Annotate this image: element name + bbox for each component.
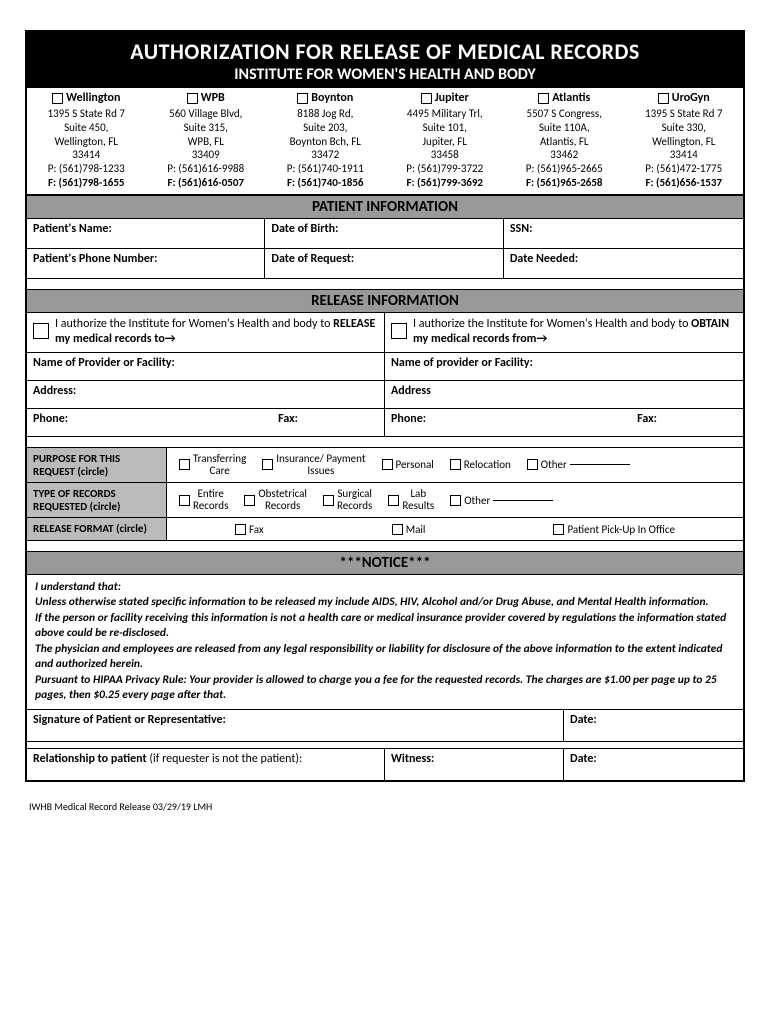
option-checkbox[interactable]: Fax <box>235 523 264 536</box>
option-checkbox[interactable]: EntireRecords <box>179 488 228 512</box>
location-wpb: WPB560 Village Blvd,Suite 315,WPB, FL334… <box>147 88 267 194</box>
patient-row-1: Patient's Name: Date of Birth: SSN: <box>27 219 743 249</box>
request-date-field[interactable]: Date of Request: <box>265 249 503 278</box>
gap <box>27 437 743 447</box>
date2-field[interactable]: Date: <box>564 749 743 780</box>
checkbox-icon <box>450 495 461 506</box>
ssn-field[interactable]: SSN: <box>504 219 743 248</box>
records-row: TYPE OF RECORDS REQUESTED (circle) Entir… <box>27 483 743 518</box>
location-wellington: Wellington1395 S State Rd 7Suite 450,Wel… <box>27 88 147 194</box>
notice-p1: Unless otherwise stated specific informa… <box>35 595 735 611</box>
provider-phonefax-1[interactable]: Phone:Fax: <box>27 409 385 437</box>
option-checkbox[interactable]: Other <box>450 494 553 507</box>
sig-row-2: Relationship to patient (if requester is… <box>27 748 743 780</box>
provider-addr-1[interactable]: Address: <box>27 381 385 409</box>
provider-name-2[interactable]: Name of provider or Facility: <box>385 353 743 381</box>
provider-addr-2[interactable]: Address <box>385 381 743 409</box>
location-checkbox[interactable] <box>538 93 549 104</box>
location-jupiter: Jupiter4495 Military Trl,Suite 101,Jupit… <box>386 88 506 194</box>
provider-name-1[interactable]: Name of Provider or Facility: <box>27 353 385 381</box>
patient-name-field[interactable]: Patient's Name: <box>27 219 265 248</box>
checkbox-icon <box>382 459 393 470</box>
notice-body: I understand that: Unless otherwise stat… <box>27 575 743 710</box>
obtain-checkbox[interactable] <box>391 323 407 339</box>
notice-p4: Pursuant to HIPAA Privacy Rule: Your pro… <box>35 673 735 704</box>
relationship-field[interactable]: Relationship to patient (if requester is… <box>27 749 385 780</box>
location-checkbox[interactable] <box>421 93 432 104</box>
auth-obtain-cell: I authorize the Institute for Women's He… <box>385 313 743 353</box>
phone-field[interactable]: Patient's Phone Number: <box>27 249 265 278</box>
release-text: I authorize the Institute for Women's He… <box>55 317 378 348</box>
location-checkbox[interactable] <box>297 93 308 104</box>
release-checkbox[interactable] <box>33 323 49 339</box>
needed-date-field[interactable]: Date Needed: <box>504 249 743 278</box>
option-checkbox[interactable]: Patient Pick-Up In Office <box>553 523 675 536</box>
checkbox-icon <box>388 495 399 506</box>
provider-addr-row: Address: Address <box>27 381 743 409</box>
records-label: TYPE OF RECORDS REQUESTED (circle) <box>27 483 167 517</box>
sig-row-1: Signature of Patient or Representative: … <box>27 710 743 742</box>
dob-field[interactable]: Date of Birth: <box>265 219 503 248</box>
signature-field[interactable]: Signature of Patient or Representative: <box>27 710 564 741</box>
sig-date-field[interactable]: Date: <box>564 710 743 741</box>
option-checkbox[interactable]: ObstetricalRecords <box>244 488 307 512</box>
obtain-text: I authorize the Institute for Women's He… <box>413 317 737 348</box>
form-header: AUTHORIZATION FOR RELEASE OF MEDICAL REC… <box>27 32 743 88</box>
checkbox-icon <box>244 495 255 506</box>
witness-field[interactable]: Witness: <box>385 749 564 780</box>
format-opts: Fax Mail Patient Pick-Up In Office <box>167 518 743 539</box>
form-title: AUTHORIZATION FOR RELEASE OF MEDICAL REC… <box>27 38 743 65</box>
location-checkbox[interactable] <box>658 93 669 104</box>
form-page: AUTHORIZATION FOR RELEASE OF MEDICAL REC… <box>25 30 745 782</box>
option-checkbox[interactable]: Mail <box>392 523 426 536</box>
gap <box>27 541 743 551</box>
notice-p3: The physician and employees are released… <box>35 642 735 673</box>
checkbox-icon <box>179 459 190 470</box>
checkbox-icon <box>450 459 461 470</box>
location-checkbox[interactable] <box>187 93 198 104</box>
auth-release-cell: I authorize the Institute for Women's He… <box>27 313 385 353</box>
checkbox-icon <box>262 459 273 470</box>
option-checkbox[interactable]: TransferringCare <box>179 453 246 477</box>
footer-text: IWHB Medical Record Release 03/29/19 LMH <box>25 782 745 813</box>
checkbox-icon <box>392 524 403 535</box>
notice-header: ***NOTICE*** <box>27 551 743 575</box>
checkbox-icon <box>553 524 564 535</box>
checkbox-icon <box>527 459 538 470</box>
form-subtitle: INSTITUTE FOR WOMEN'S HEALTH AND BODY <box>27 65 743 84</box>
provider-phonefax-2[interactable]: Phone:Fax: <box>385 409 743 437</box>
purpose-opts: TransferringCare Insurance/ PaymentIssues… <box>167 448 743 482</box>
location-urogyn: UroGyn1395 S State Rd 7Suite 330,Welling… <box>625 88 744 194</box>
checkbox-icon <box>323 495 334 506</box>
provider-phone-row: Phone:Fax: Phone:Fax: <box>27 409 743 437</box>
location-boynton: Boynton8188 Jog Rd,Suite 203,Boynton Bch… <box>266 88 386 194</box>
option-checkbox[interactable]: Other <box>527 458 630 471</box>
provider-name-row: Name of Provider or Facility: Name of pr… <box>27 353 743 381</box>
auth-row: I authorize the Institute for Women's He… <box>27 313 743 353</box>
locations-row: Wellington1395 S State Rd 7Suite 450,Wel… <box>27 88 743 195</box>
format-row: RELEASE FORMAT (circle) Fax Mail Patient P… <box>27 518 743 540</box>
option-checkbox[interactable]: LabResults <box>388 488 434 512</box>
notice-p2: If the person or facility receiving this… <box>35 611 735 642</box>
option-checkbox[interactable]: Insurance/ PaymentIssues <box>262 453 365 477</box>
patient-row-2: Patient's Phone Number: Date of Request:… <box>27 249 743 279</box>
checkbox-icon <box>179 495 190 506</box>
option-checkbox[interactable]: Relocation <box>450 458 511 471</box>
notice-intro: I understand that: <box>35 580 735 596</box>
purpose-label: PURPOSE FOR THIS REQUEST (circle) <box>27 448 167 482</box>
gap <box>27 279 743 289</box>
patient-info-header: PATIENT INFORMATION <box>27 195 743 219</box>
location-checkbox[interactable] <box>52 93 63 104</box>
records-opts: EntireRecords ObstetricalRecords SurgicalR… <box>167 483 743 517</box>
option-checkbox[interactable]: SurgicalRecords <box>323 488 372 512</box>
location-atlantis: Atlantis5507 S Congress,Suite 110A,Atlan… <box>505 88 625 194</box>
release-info-header: RELEASE INFORMATION <box>27 289 743 313</box>
option-checkbox[interactable]: Personal <box>382 458 434 471</box>
format-label: RELEASE FORMAT (circle) <box>27 518 167 539</box>
checkbox-icon <box>235 524 246 535</box>
purpose-row: PURPOSE FOR THIS REQUEST (circle) Transf… <box>27 447 743 483</box>
